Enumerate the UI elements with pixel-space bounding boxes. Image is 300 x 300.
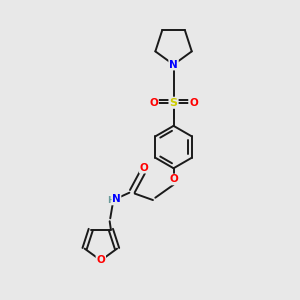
Text: O: O	[140, 163, 148, 173]
Text: N: N	[169, 60, 178, 70]
Text: O: O	[169, 174, 178, 184]
Text: H: H	[107, 196, 115, 205]
Text: O: O	[189, 98, 198, 108]
Text: S: S	[169, 98, 178, 108]
Text: O: O	[149, 98, 158, 108]
Text: O: O	[97, 255, 105, 266]
Text: N: N	[112, 194, 121, 204]
